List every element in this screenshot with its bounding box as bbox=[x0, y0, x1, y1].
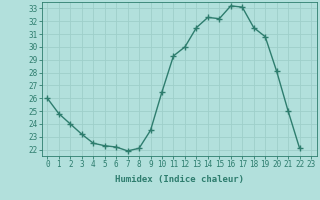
X-axis label: Humidex (Indice chaleur): Humidex (Indice chaleur) bbox=[115, 175, 244, 184]
